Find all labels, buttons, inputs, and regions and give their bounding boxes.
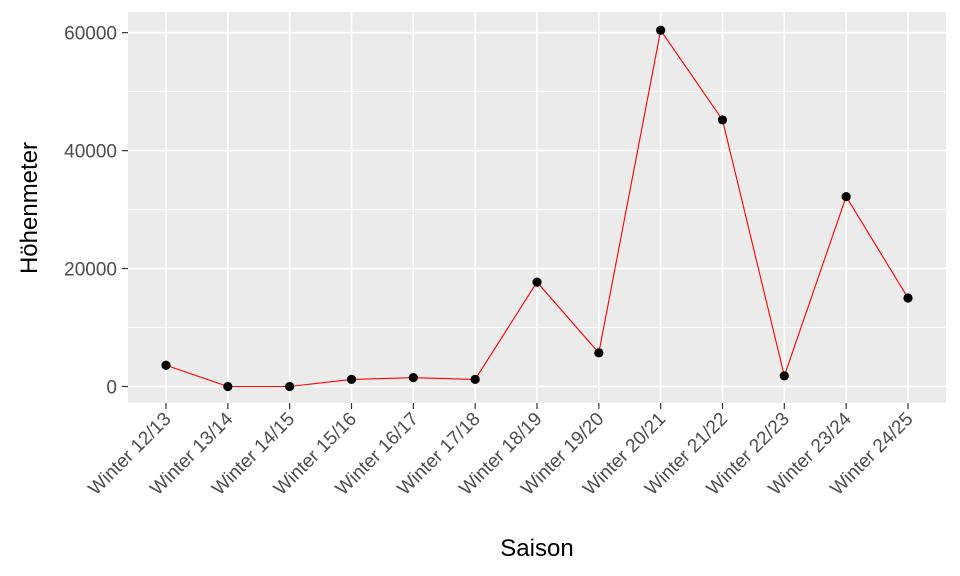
x-axis-title: Saison — [500, 535, 573, 562]
data-point — [223, 381, 233, 392]
data-point — [346, 374, 357, 385]
data-point — [285, 381, 295, 392]
data-point — [161, 360, 171, 370]
major-gridlines — [128, 12, 946, 403]
y-tick-label: 60000 — [64, 24, 117, 45]
y-axis: 0 20000 40000 60000 — [64, 24, 128, 398]
data-point — [594, 348, 604, 358]
data-point — [408, 373, 418, 383]
data-point — [841, 191, 851, 202]
data-point — [470, 374, 480, 385]
y-axis-title: Höhenmeter — [16, 142, 43, 274]
data-points — [161, 25, 913, 392]
data-point — [656, 25, 666, 35]
data-point — [903, 293, 913, 303]
data-point — [779, 371, 789, 381]
y-tick-label: 20000 — [64, 260, 117, 281]
y-tick-label: 0 — [106, 377, 117, 398]
data-point — [532, 277, 542, 287]
y-tick-label: 40000 — [64, 142, 117, 163]
data-point — [717, 115, 728, 125]
